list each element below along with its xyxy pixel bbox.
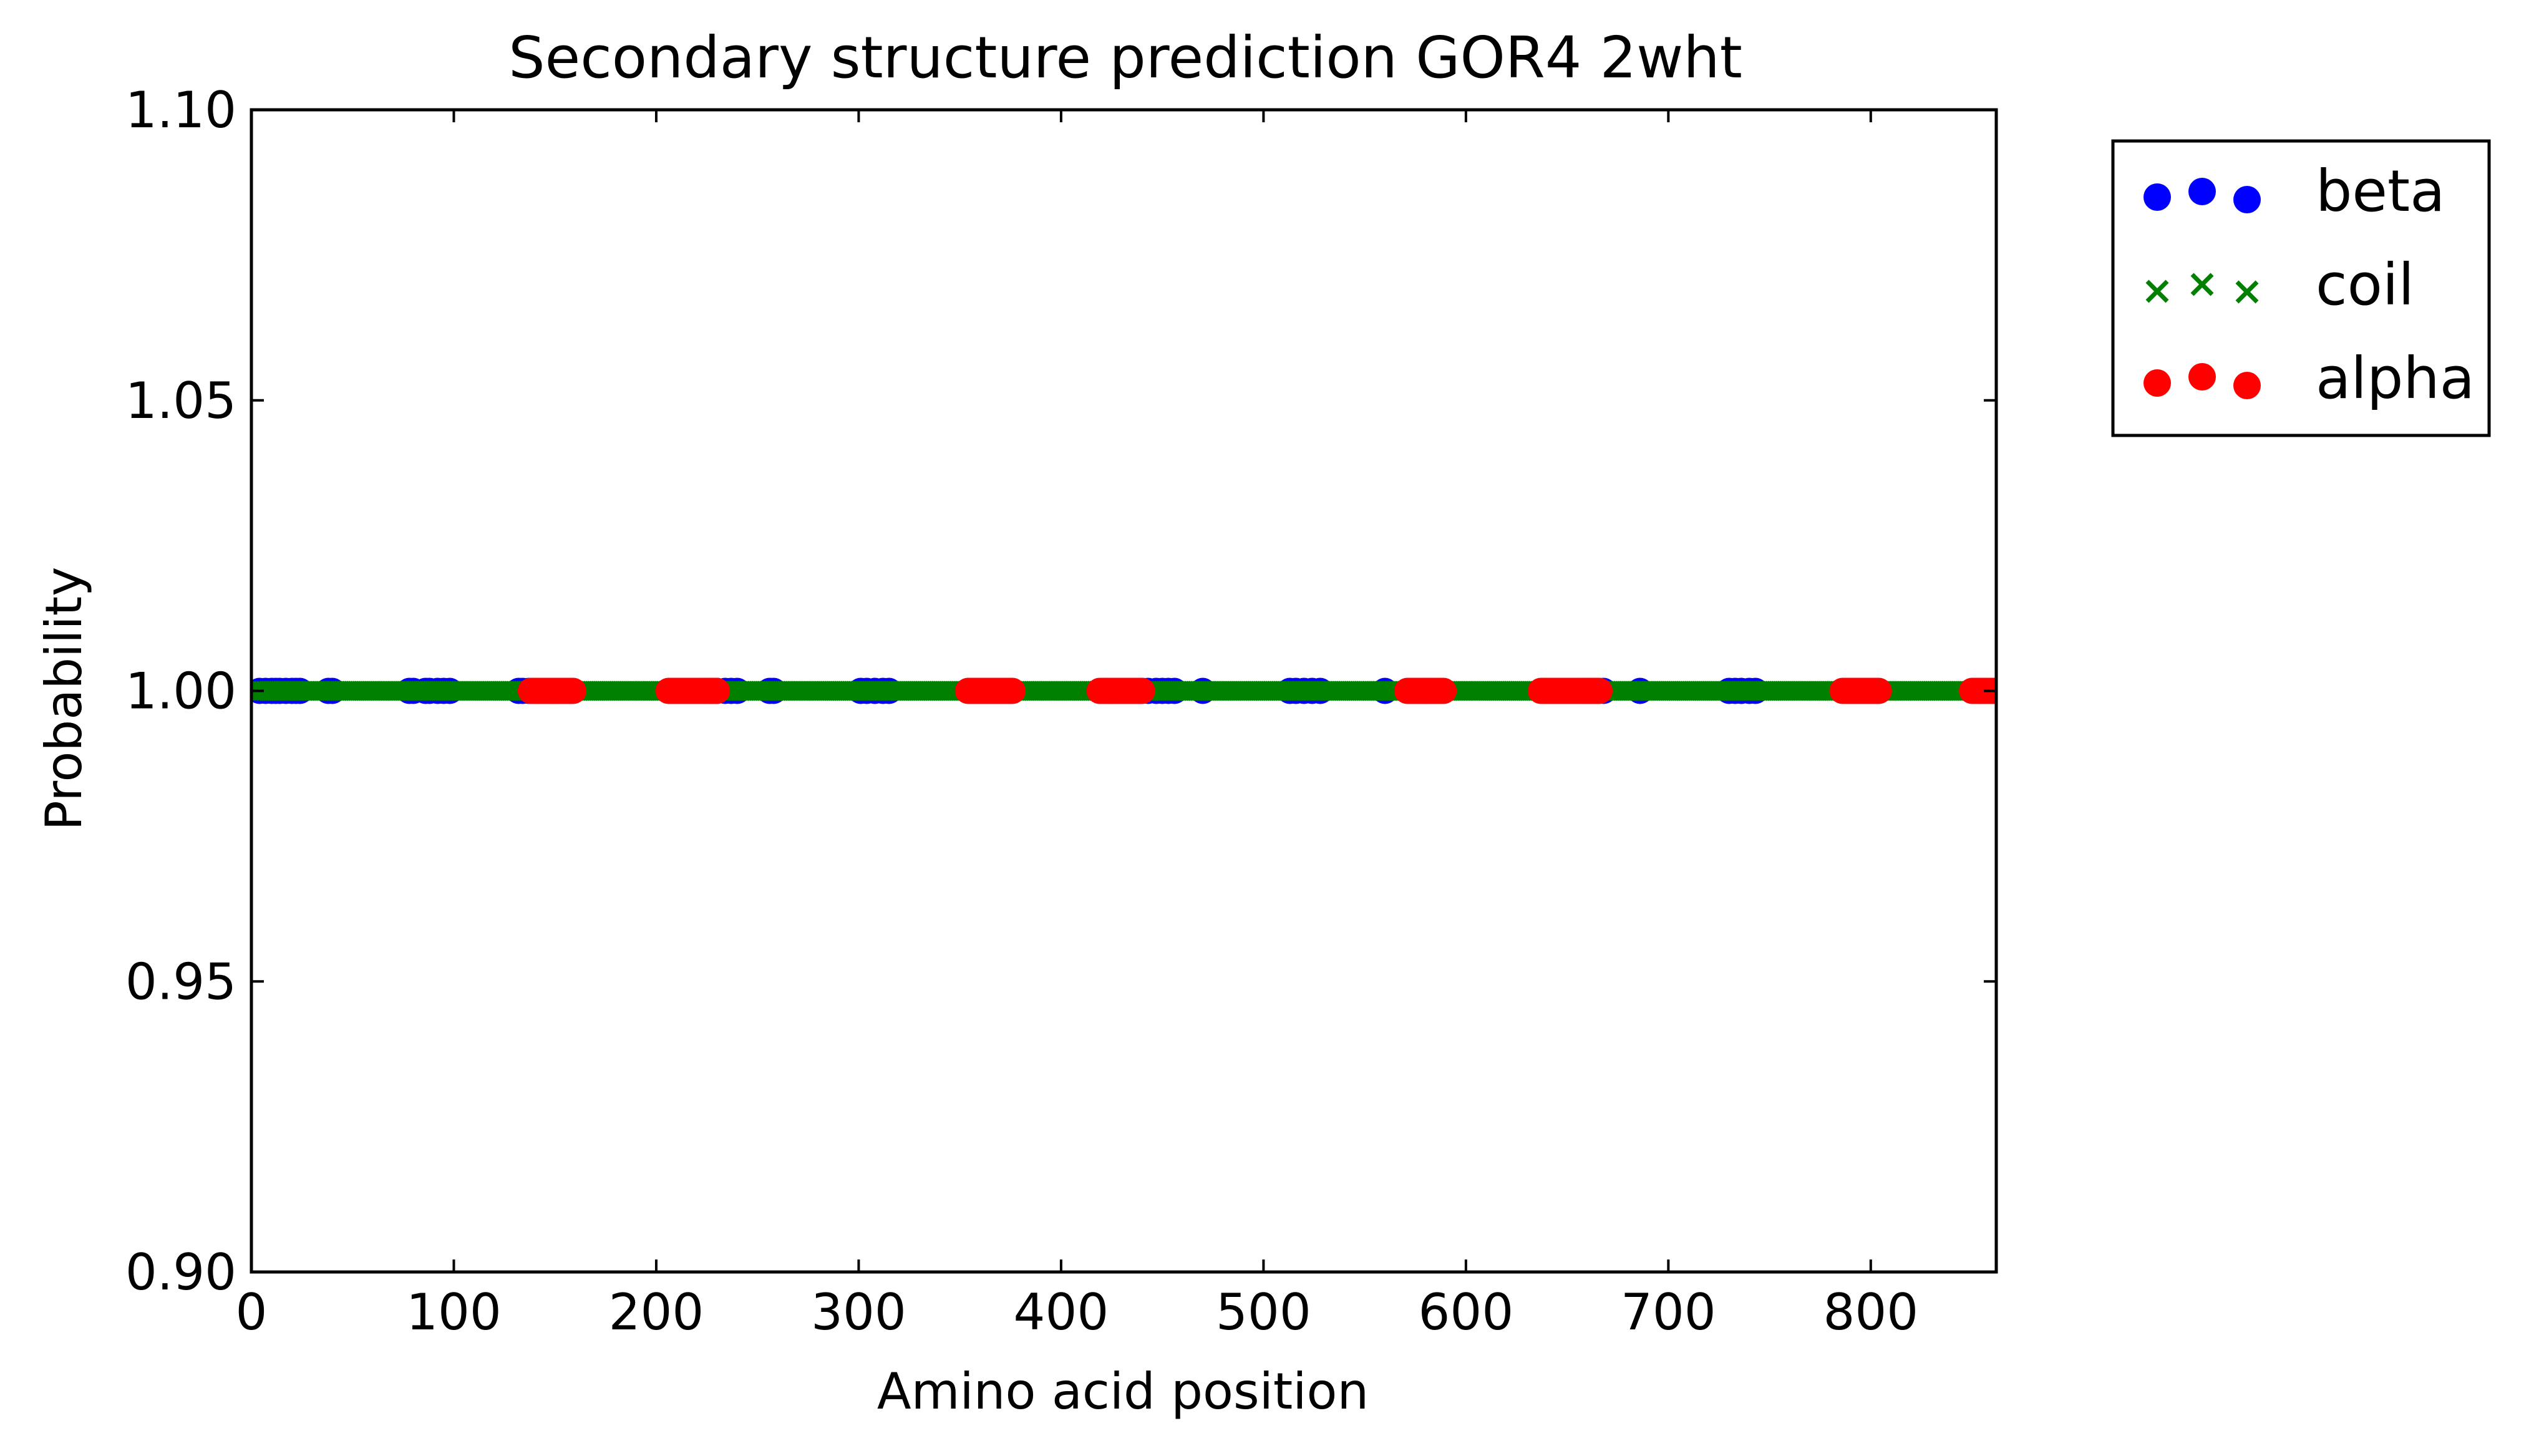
y-tick-label: 0.90 — [125, 1243, 236, 1301]
x-tick-label: 700 — [1621, 1283, 1716, 1341]
legend: beta coil alpha — [2111, 139, 2491, 437]
legend-entry-alpha: alpha — [2143, 345, 2475, 412]
series-layer — [251, 677, 1996, 704]
x-tick-label: 500 — [1216, 1283, 1311, 1341]
y-tick-label: 1.05 — [125, 372, 236, 430]
legend-beta-marker — [2233, 186, 2261, 213]
alpha-point — [1430, 677, 1457, 704]
chart-title: Secondary structure prediction GOR4 2wht — [508, 24, 1742, 91]
legend-beta-marker — [2143, 183, 2171, 211]
y-axis: 0.90 0.95 1.00 1.05 1.10 — [125, 81, 1996, 1301]
y-tick-label: 1.00 — [125, 662, 236, 721]
legend-label-beta: beta — [2316, 158, 2445, 225]
alpha-point — [704, 677, 731, 704]
alpha-point — [1129, 677, 1155, 704]
y-tick-label: 0.95 — [125, 953, 236, 1011]
y-tick-label: 1.10 — [125, 81, 236, 139]
legend-coil-marker — [2190, 273, 2214, 296]
x-tick-label: 300 — [811, 1283, 906, 1341]
plot-area — [251, 677, 1996, 704]
x-tick-label: 400 — [1014, 1283, 1109, 1341]
alpha-point — [999, 677, 1026, 704]
legend-coil-marker — [2145, 279, 2169, 303]
legend-alpha-marker — [2188, 363, 2216, 391]
alpha-point — [1865, 677, 1892, 704]
legend-label-alpha: alpha — [2316, 345, 2475, 412]
x-axis-label: Amino acid position — [877, 1362, 1369, 1420]
x-tick-label: 200 — [609, 1283, 704, 1341]
alpha-point — [560, 677, 586, 704]
legend-entry-coil: coil — [2145, 251, 2414, 318]
x-axis: 0 100 200 300 400 500 600 700 800 — [236, 110, 1918, 1341]
y-axis-label: Probability — [35, 567, 93, 831]
x-tick-label: 0 — [236, 1283, 268, 1341]
legend-coil-marker — [2235, 280, 2259, 304]
x-tick-label: 600 — [1419, 1283, 1514, 1341]
legend-label-coil: coil — [2316, 251, 2414, 318]
legend-frame — [2111, 139, 2491, 437]
legend-beta-marker — [2188, 178, 2216, 205]
legend-entry-beta: beta — [2143, 158, 2445, 225]
x-tick-label: 100 — [406, 1283, 502, 1341]
legend-alpha-marker — [2233, 372, 2261, 399]
alpha-point — [1586, 677, 1613, 704]
x-tick-label: 800 — [1823, 1283, 1918, 1341]
legend-alpha-marker — [2143, 369, 2171, 397]
